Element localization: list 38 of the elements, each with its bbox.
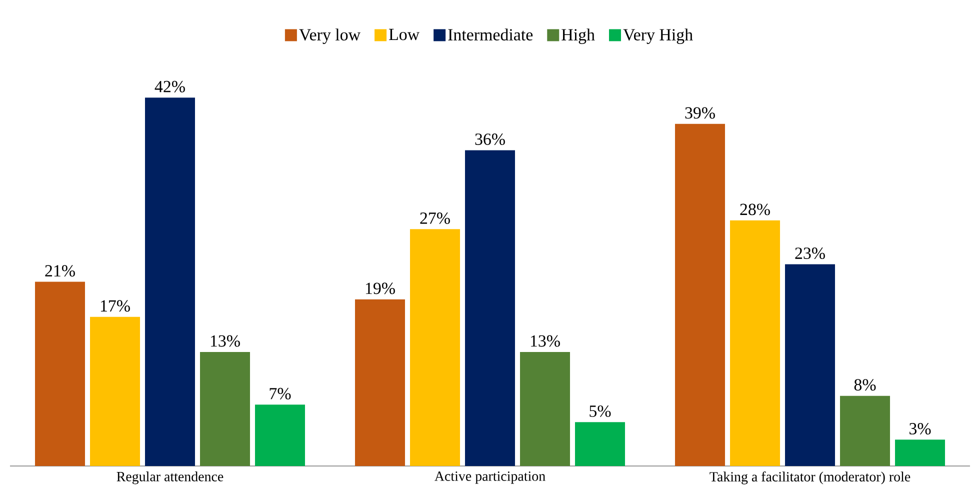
data-label: 8% <box>854 379 876 391</box>
data-label: 13% <box>530 335 560 347</box>
x-tick-label: Active participation <box>434 472 546 484</box>
bar <box>35 282 85 466</box>
bar <box>355 299 406 466</box>
data-label: 42% <box>154 80 185 92</box>
bar <box>895 440 946 466</box>
data-label: 27% <box>420 212 450 224</box>
bar <box>465 150 516 466</box>
bar <box>730 220 780 466</box>
bar <box>520 352 570 466</box>
legend-label: High <box>562 28 595 44</box>
bar <box>90 316 140 466</box>
data-label: 7% <box>270 388 291 400</box>
bar <box>200 352 250 466</box>
bar <box>410 229 460 466</box>
x-tick-label: Regular attendence <box>116 472 224 484</box>
legend-label: Very low <box>299 28 360 44</box>
data-label: 5% <box>590 405 611 417</box>
bar <box>785 264 836 466</box>
legend-label: Low <box>389 28 420 40</box>
data-label: 28% <box>740 204 770 216</box>
data-label: 23% <box>795 248 825 260</box>
bar <box>145 98 195 466</box>
data-label: 21% <box>45 265 75 277</box>
bar <box>675 124 726 466</box>
bar <box>255 404 306 466</box>
data-label: 19% <box>366 282 395 294</box>
bar <box>575 422 626 466</box>
x-tick-label: Taking a facilitator (moderator) role <box>710 472 910 484</box>
data-label: 39% <box>685 107 715 119</box>
data-label: 17% <box>100 300 130 312</box>
legend-label: Very High <box>623 28 693 44</box>
legend-label: Intermediate <box>448 28 533 40</box>
data-label: 13% <box>210 335 240 347</box>
data-label: 3% <box>910 422 931 434</box>
bar <box>840 396 890 466</box>
data-label: 36% <box>475 134 505 146</box>
